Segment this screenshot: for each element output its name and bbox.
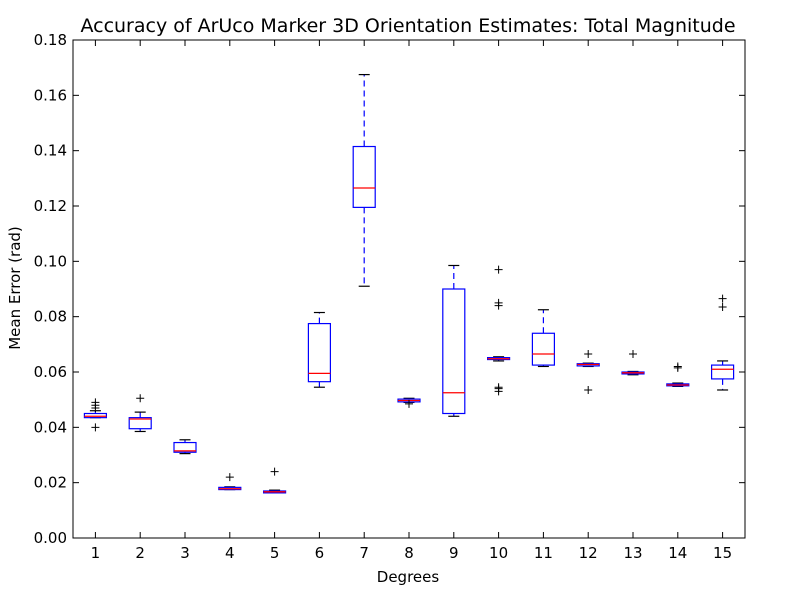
x-tick-label: 1 bbox=[91, 544, 101, 562]
box-group-3 bbox=[173, 439, 197, 455]
outlier-marker bbox=[718, 302, 727, 311]
outlier-marker bbox=[136, 394, 145, 403]
box-group-4 bbox=[218, 473, 242, 491]
plot-content bbox=[83, 73, 735, 494]
outlier-marker bbox=[91, 398, 100, 407]
box-body bbox=[128, 417, 152, 430]
y-tick-label: 0.02 bbox=[34, 474, 67, 492]
y-tick-label: 0.18 bbox=[34, 31, 67, 49]
outlier-marker bbox=[629, 350, 637, 359]
outlier-marker bbox=[405, 399, 413, 408]
x-axis-label: Degrees bbox=[377, 568, 440, 586]
box-body bbox=[531, 332, 556, 366]
box-body bbox=[442, 288, 466, 415]
y-tick-label: 0.06 bbox=[34, 363, 67, 381]
box-group-9 bbox=[442, 264, 466, 417]
y-tick-label: 0.14 bbox=[34, 142, 67, 160]
x-tick-label: 11 bbox=[534, 544, 553, 562]
x-tick-label: 12 bbox=[579, 544, 598, 562]
box-body bbox=[173, 441, 197, 453]
outlier-marker bbox=[584, 350, 593, 359]
x-tick-label: 10 bbox=[489, 544, 508, 562]
x-tick-label: 5 bbox=[270, 544, 280, 562]
box-group-14 bbox=[666, 362, 690, 387]
outlier-marker bbox=[225, 473, 234, 482]
box-group-7 bbox=[352, 73, 376, 287]
box-body bbox=[352, 145, 376, 208]
box-group-8 bbox=[397, 397, 421, 408]
outlier-marker bbox=[494, 298, 503, 307]
x-tick-label: 2 bbox=[135, 544, 145, 562]
y-tick-label: 0.12 bbox=[34, 197, 67, 215]
outlier-marker bbox=[91, 423, 100, 432]
y-tick-label: 0.10 bbox=[34, 252, 67, 270]
x-tick-label: 7 bbox=[359, 544, 369, 562]
box-body bbox=[710, 364, 735, 380]
chart-title: Accuracy of ArUco Marker 3D Orientation … bbox=[80, 15, 735, 37]
outlier-marker bbox=[494, 383, 503, 392]
axes: 0.00 0.02 0.04 0.06 0.08 0.10 0.12 0.14 0.16 0.18… bbox=[34, 31, 746, 562]
y-tick-label: 0.04 bbox=[34, 418, 67, 436]
x-tick-label: 14 bbox=[668, 544, 687, 562]
outlier-marker bbox=[718, 294, 727, 303]
x-tick-label: 6 bbox=[315, 544, 325, 562]
box-group-11 bbox=[531, 309, 556, 368]
outlier-marker bbox=[270, 467, 279, 476]
outlier-marker bbox=[584, 385, 593, 394]
box-group-15 bbox=[710, 294, 735, 391]
box-body bbox=[83, 412, 108, 419]
box-body bbox=[307, 322, 331, 383]
outlier-marker bbox=[673, 362, 682, 371]
x-tick-label: 3 bbox=[180, 544, 190, 562]
x-tick-label: 8 bbox=[404, 544, 414, 562]
y-axis-label: Mean Error (rad) bbox=[6, 226, 24, 350]
box-group-6 bbox=[307, 311, 331, 388]
box-group-1 bbox=[83, 398, 108, 432]
box-group-13 bbox=[621, 350, 645, 376]
box-group-10 bbox=[487, 265, 511, 396]
outlier-marker bbox=[494, 265, 503, 274]
y-tick-label: 0.16 bbox=[34, 86, 67, 104]
x-tick-label: 15 bbox=[713, 544, 732, 562]
x-tick-label: 9 bbox=[449, 544, 459, 562]
y-tick-label: 0.08 bbox=[34, 308, 67, 326]
box-group-12 bbox=[576, 350, 600, 394]
x-tick-label: 4 bbox=[225, 544, 235, 562]
x-tick-label: 13 bbox=[623, 544, 642, 562]
box-group-5 bbox=[263, 467, 287, 494]
y-tick-label: 0.00 bbox=[34, 529, 67, 547]
box-group-2 bbox=[128, 394, 152, 433]
